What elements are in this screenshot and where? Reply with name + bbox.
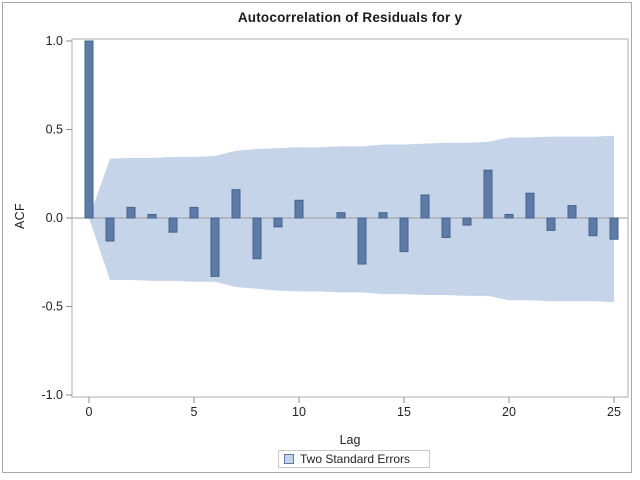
figure-border — [2, 2, 632, 473]
acf-bar-lag-2 — [126, 206, 136, 219]
x-axis-title: Lag — [339, 433, 361, 447]
x-tick-label: 15 — [397, 405, 411, 419]
acf-bar-lag-1 — [105, 217, 115, 242]
acf-bar-lag-10 — [294, 199, 304, 219]
legend: Two Standard Errors — [278, 450, 430, 468]
chart-title: Autocorrelation of Residuals for y — [237, 10, 463, 25]
acf-bar-lag-12 — [336, 212, 346, 219]
acf-bar-lag-14 — [378, 212, 388, 219]
x-tick-label: 20 — [502, 405, 516, 419]
acf-bar-lag-18 — [462, 217, 472, 226]
acf-bar-lag-5 — [189, 206, 199, 219]
acf-bar-lag-7 — [231, 189, 241, 219]
acf-bar-lag-24 — [588, 217, 598, 237]
acf-bar-lag-23 — [567, 205, 577, 219]
y-tick-label: 0.5 — [46, 123, 63, 137]
acf-bar-lag-9 — [273, 217, 283, 228]
acf-bar-lag-25 — [609, 217, 619, 240]
x-tick-label: 5 — [191, 405, 198, 419]
legend-label: Two Standard Errors — [300, 452, 411, 466]
y-tick-label: 1.0 — [46, 34, 63, 48]
acf-bar-lag-0 — [84, 40, 94, 219]
x-tick-label: 25 — [607, 405, 621, 419]
x-tick-label: 10 — [292, 405, 306, 419]
acf-bar-lag-13 — [357, 217, 367, 265]
acf-bar-lag-19 — [483, 169, 493, 219]
y-axis-title: ACF — [13, 203, 27, 229]
y-tick-label: -1.0 — [41, 388, 63, 402]
x-tick-label: 0 — [86, 405, 93, 419]
acf-bar-lag-16 — [420, 194, 430, 219]
acf-bar-lag-22 — [546, 217, 556, 231]
acf-bar-lag-21 — [525, 192, 535, 219]
acf-bar-lag-3 — [147, 213, 157, 219]
acf-bar-lag-6 — [210, 217, 220, 277]
acf-bar-lag-20 — [504, 213, 514, 219]
acf-bar-lag-17 — [441, 217, 451, 238]
legend-swatch-icon — [284, 454, 294, 464]
y-tick-label: 0.0 — [46, 211, 63, 225]
acf-bar-lag-4 — [168, 217, 178, 233]
confidence-band — [89, 135, 614, 303]
y-tick-label: -0.5 — [41, 300, 63, 314]
acf-bar-lag-15 — [399, 217, 409, 253]
acf-bar-lag-8 — [252, 217, 262, 260]
